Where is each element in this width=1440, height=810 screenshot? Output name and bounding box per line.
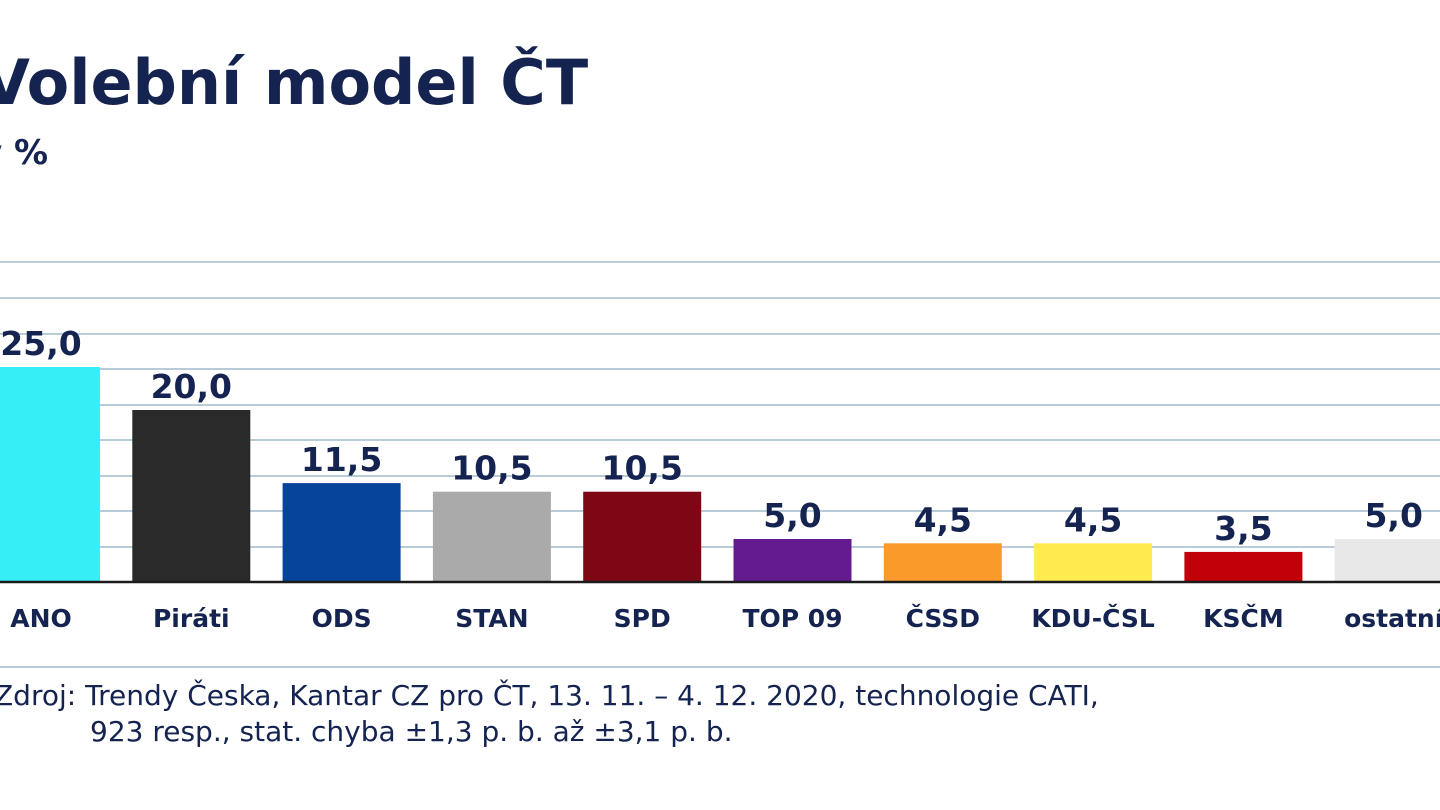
category-label: ODS	[312, 604, 372, 633]
bar-ano	[0, 367, 100, 582]
chart-subtitle: v %	[0, 133, 49, 173]
value-label: 4,5	[914, 500, 972, 539]
bar-ostatní	[1334, 539, 1440, 582]
chart-title: Volební model ČT	[0, 46, 589, 119]
value-labels: 25,0 20,0 11,5 10,5 10,5 5,0 4,5 4,5 3,5 5,0	[0, 324, 1423, 548]
category-label: STAN	[455, 604, 528, 633]
value-label: 5,0	[763, 496, 821, 535]
source-note: Zdroj: Trendy Česka, Kantar CZ pro ČT, 1…	[0, 678, 1099, 751]
bar-ksčm	[1184, 551, 1303, 582]
bar-ods	[282, 483, 401, 582]
bar-piráti	[132, 410, 251, 582]
source-line-1: Zdroj: Trendy Česka, Kantar CZ pro ČT, 1…	[0, 679, 1099, 712]
category-label: KDU-ČSL	[1031, 603, 1155, 633]
value-label: 10,5	[451, 449, 532, 488]
category-labels: ANO Piráti ODS STAN SPD TOP 09 ČSSD KDU-ČSL KSČM…	[10, 603, 1440, 633]
source-line-2: 923 resp., stat. chyba ±1,3 p. b. až ±3,…	[90, 715, 733, 749]
value-label: 3,5	[1214, 509, 1272, 548]
value-label: 5,0	[1364, 496, 1422, 535]
category-label: ČSSD	[906, 603, 980, 633]
value-label: 4,5	[1064, 500, 1122, 539]
category-label: TOP 09	[742, 604, 842, 633]
value-label: 25,0	[0, 324, 81, 363]
category-label: ANO	[10, 604, 72, 633]
category-label: ostatní	[1344, 604, 1440, 633]
bar-kdu-čsl	[1034, 543, 1153, 582]
category-label: KSČM	[1203, 603, 1284, 633]
bars	[0, 367, 1440, 582]
bar-čssd	[883, 543, 1002, 582]
value-label: 20,0	[151, 367, 232, 406]
category-label: SPD	[614, 604, 671, 633]
bar-spd	[583, 491, 702, 582]
value-label: 10,5	[601, 449, 682, 488]
bar-top-09	[733, 539, 852, 582]
bar-stan	[432, 491, 551, 582]
value-label: 11,5	[301, 440, 382, 479]
category-label: Piráti	[153, 604, 230, 633]
